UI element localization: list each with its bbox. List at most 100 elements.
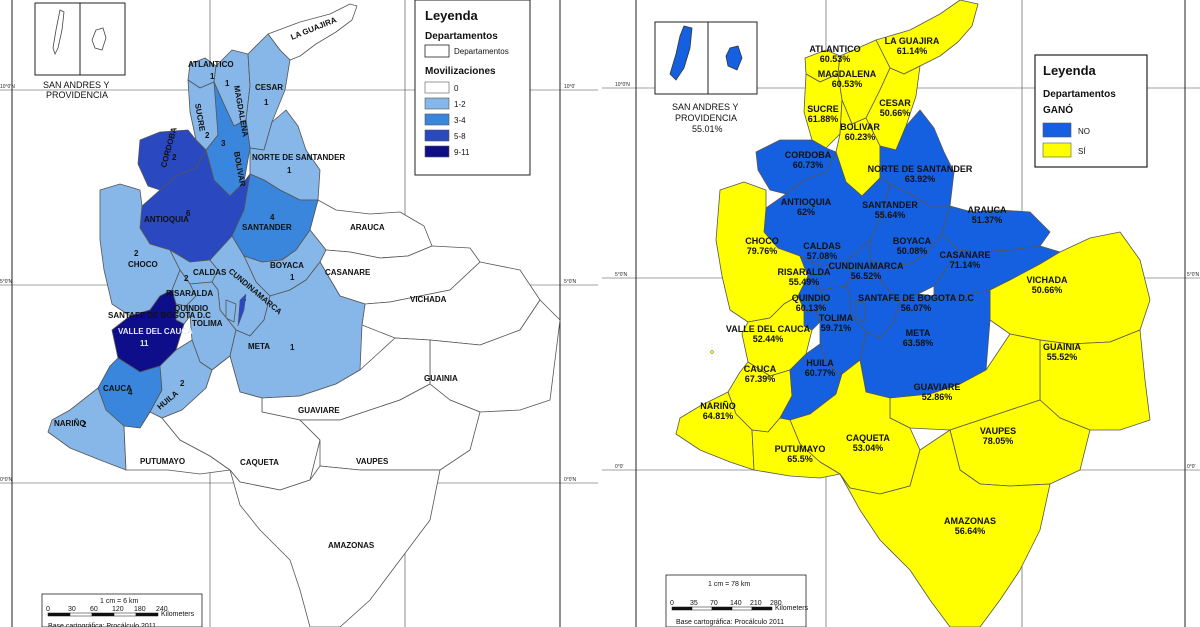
- left-legend-dept-swatch: [424, 44, 450, 58]
- right-pct-meta: 63.58%: [903, 338, 934, 348]
- left-count-meta: 1: [290, 343, 295, 352]
- left-coord-lat10: 10°0'N: [0, 84, 15, 90]
- right-label-cauca: CAUCA: [744, 364, 777, 374]
- right-pct-amazonas: 56.64%: [955, 526, 986, 536]
- scale-tick-label: 35: [690, 600, 698, 607]
- right-pct-cauca: 67.39%: [745, 374, 776, 384]
- scale-segment: [691, 606, 713, 611]
- right-coord-lat5: 5°0'N: [615, 272, 628, 278]
- left-legend-label: 9-11: [454, 148, 470, 157]
- right-label-sucre: SUCRE: [807, 104, 839, 114]
- right-dept-santafe-de-bogota-dc: [855, 299, 867, 323]
- left-label-cauca: CAUCA: [103, 384, 132, 393]
- scale-segment: [91, 612, 115, 617]
- left-legend-swatch: [424, 113, 450, 126]
- left-count-valle-del-cauca: 11: [140, 339, 149, 348]
- left-count-boyaca: 1: [290, 273, 295, 282]
- left-label-caldas: CALDAS: [193, 268, 227, 277]
- left-count-norte-de-santander: 1: [287, 166, 292, 175]
- right-label-guaviare: GUAVIARE: [914, 382, 961, 392]
- left-count-bolivar: 3: [221, 139, 226, 148]
- scale-segment: [751, 606, 773, 611]
- left-inset-san-andres: [52, 9, 65, 56]
- right-pct-casanare: 71.14%: [950, 260, 981, 270]
- left-count-huila: 2: [180, 379, 185, 388]
- right-coord-lat0: 0°0': [615, 464, 624, 470]
- right-dept-putumayo: [751, 417, 841, 479]
- map-separator: [598, 0, 602, 627]
- right-pct-magdalena: 60.53%: [832, 79, 863, 89]
- left-dept-santafe-de-bogota-dc: [225, 299, 237, 323]
- left-legend-label: 1-2: [454, 100, 466, 109]
- left-legend-label: 3-4: [454, 116, 466, 125]
- left-label-caqueta: CAQUETA: [240, 458, 279, 467]
- left-inset-label-2: PROVIDENCIA: [46, 90, 108, 100]
- left-label-norte-de-santander: NORTE DE SANTANDER: [252, 153, 345, 162]
- right-label-norte-de-santander: NORTE DE SANTANDER: [868, 164, 973, 174]
- right-pct-boyaca: 50.08%: [897, 246, 928, 256]
- right-label-valle-del-cauca: VALLE DEL CAUCA: [726, 324, 811, 334]
- left-count-cauca: 4: [128, 388, 133, 397]
- left-legend-swatch: [424, 129, 450, 142]
- left-label-narino: NARIÑO: [54, 419, 86, 428]
- left-label-valle-del-cauca: VALLE DEL CAUCA: [118, 327, 193, 336]
- left-coord-lat0: 0°0'N: [0, 477, 13, 483]
- right-inset-label-1: SAN ANDRES Y: [672, 102, 738, 112]
- scale-segment: [671, 606, 693, 611]
- right-inset-value: 55.01%: [692, 124, 723, 134]
- scale-unit: Kilometers: [161, 611, 195, 618]
- left-label-guainia: GUAINIA: [424, 374, 458, 383]
- right-label-cesar: CESAR: [879, 98, 911, 108]
- right-pct-sucre: 61.88%: [808, 114, 839, 124]
- right-pct-arauca: 51.37%: [972, 215, 1003, 225]
- right-label-vichada: VICHADA: [1026, 275, 1068, 285]
- left-scale-box: [41, 593, 203, 627]
- scale-segment: [47, 612, 71, 617]
- right-label-cordoba: CORDOBA: [785, 150, 832, 160]
- scale-segment: [731, 606, 753, 611]
- right-label-boyaca: BOYACA: [893, 236, 932, 246]
- right-pct-guaviare: 52.86%: [922, 392, 953, 402]
- right-map: 10°0'N 5°0'N 0°0' 5°0'N 0°0' SAN ANDRES …: [602, 0, 1200, 627]
- left-label-cesar: CESAR: [255, 83, 283, 92]
- left-label-choco: CHOCO: [128, 260, 158, 269]
- right-pct-santafe-de-bogota-d-c: 56.07%: [901, 303, 932, 313]
- scale-tick-label: 0: [46, 606, 50, 613]
- right-inset-label-2: PROVIDENCIA: [675, 113, 737, 123]
- right-pct-antioquia: 62%: [797, 207, 815, 217]
- right-pct-huila: 60.77%: [805, 368, 836, 378]
- left-label-casanare: CASANARE: [325, 268, 371, 277]
- left-count-magdalena: 1: [225, 79, 230, 88]
- left-legend-label: 5-8: [454, 132, 466, 141]
- left-legend-swatch: [424, 81, 450, 94]
- left-legend-label: 0: [454, 84, 459, 93]
- right-pct-bolivar: 60.23%: [845, 132, 876, 142]
- left-inset-label-1: SAN ANDRES Y: [43, 80, 109, 90]
- right-label-caldas: CALDAS: [803, 241, 841, 251]
- right-pct-atlantico: 60.53%: [820, 54, 851, 64]
- right-pct-vaupes: 78.05%: [983, 436, 1014, 446]
- left-legend-swatch: [424, 97, 450, 110]
- left-legend-title: Leyenda: [425, 8, 479, 23]
- scale-tick-label: 180: [134, 606, 146, 613]
- left-label-vichada: VICHADA: [410, 295, 447, 304]
- right-label-guainia: GUAINIA: [1043, 342, 1082, 352]
- right-pct-caqueta: 53.04%: [853, 443, 884, 453]
- right-pct-la-guajira: 61.14%: [897, 46, 928, 56]
- scale-tick-label: 70: [710, 600, 718, 607]
- right-label-santander: SANTANDER: [862, 200, 918, 210]
- right-label-choco: CHOCO: [745, 236, 779, 246]
- right-label-casanare: CASANARE: [939, 250, 990, 260]
- scale-unit: Kilometers: [775, 605, 809, 612]
- right-legend-classes: NO SÍ: [1042, 122, 1090, 158]
- right-label-huila: HUILA: [806, 358, 834, 368]
- right-label-meta: META: [906, 328, 931, 338]
- left-count-antioquia: 6: [186, 209, 191, 218]
- right-pct-norte-de-santander: 63.92%: [905, 174, 936, 184]
- right-legend-swatch: [1042, 122, 1072, 138]
- right-pct-cordoba: 60.73%: [793, 160, 824, 170]
- scale-tick-label: 280: [770, 600, 782, 607]
